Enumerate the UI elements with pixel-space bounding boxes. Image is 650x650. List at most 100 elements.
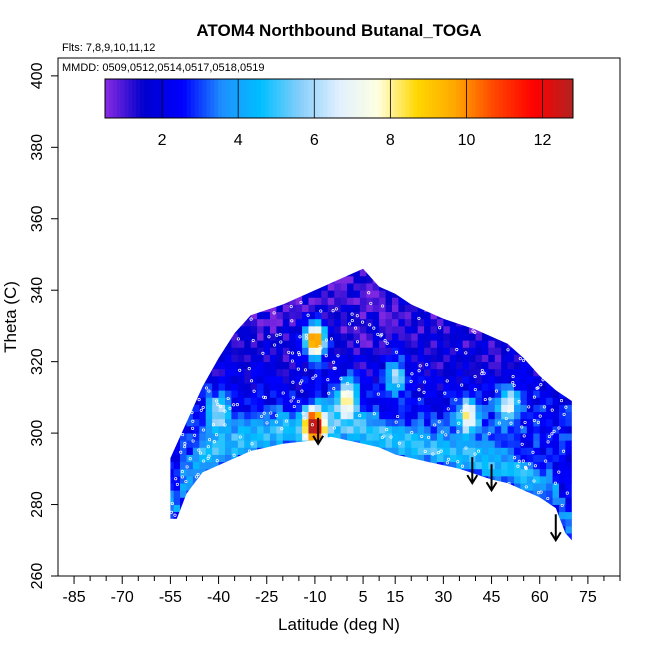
sample-point: [249, 317, 253, 321]
sample-point: [532, 479, 536, 483]
sample-point: [350, 319, 354, 323]
sample-point: [296, 399, 300, 404]
sample-point: [382, 434, 386, 438]
sample-point: [331, 309, 335, 313]
sample-point: [314, 374, 318, 378]
sample-point: [383, 339, 387, 343]
sample-point: [180, 475, 184, 479]
sample-point: [355, 314, 359, 318]
sample-point: [562, 412, 566, 416]
sample-point: [517, 459, 521, 463]
x-tick-label: -70: [111, 589, 134, 606]
sample-point: [560, 503, 564, 507]
sample-point: [518, 357, 522, 361]
sample-point: [263, 396, 268, 400]
sample-point: [170, 501, 174, 506]
sample-point: [173, 513, 177, 517]
sample-point: [464, 351, 468, 355]
x-tick-label: -10: [303, 589, 326, 606]
y-tick-label: 280: [29, 491, 46, 518]
x-tick-label: 15: [386, 589, 404, 606]
sample-point: [553, 481, 557, 485]
sample-point: [516, 464, 520, 468]
sample-point: [355, 340, 360, 344]
sample-point: [301, 411, 305, 415]
sample-point: [506, 348, 510, 352]
sample-point: [250, 442, 254, 446]
x-tick-label: 75: [579, 589, 597, 606]
sample-point: [206, 445, 210, 449]
sample-point: [223, 409, 227, 413]
sample-point: [562, 449, 566, 453]
sample-point: [456, 430, 460, 434]
sample-point: [350, 312, 354, 316]
sample-point: [278, 332, 282, 337]
sample-point: [183, 445, 187, 449]
sample-point: [372, 412, 376, 416]
sample-point: [252, 389, 256, 393]
x-axis: -85 -70 -55 -40 -25 -10 5 15 30 45 60 75: [62, 576, 621, 606]
sample-point: [511, 381, 515, 385]
sample-point: [536, 420, 540, 424]
sample-point: [289, 399, 293, 403]
x-tick-label: -25: [255, 589, 278, 606]
sample-point: [409, 379, 413, 383]
sample-point: [346, 389, 350, 393]
sample-point: [206, 456, 210, 460]
colorbar-tick-label: 8: [386, 132, 395, 149]
sample-point: [521, 358, 526, 363]
y-axis: 260 280 300 320 340 360 380 400: [29, 62, 58, 589]
sample-point: [273, 343, 277, 347]
sample-point: [443, 391, 447, 395]
sample-point: [473, 387, 477, 392]
sample-point: [289, 305, 293, 309]
sample-point: [522, 434, 526, 438]
sample-point: [175, 482, 179, 486]
sample-point: [504, 416, 508, 421]
sample-point: [334, 307, 338, 311]
sample-point: [250, 379, 254, 383]
sample-point: [520, 442, 524, 446]
sample-point: [535, 386, 539, 390]
sample-point: [201, 405, 205, 409]
sample-point: [183, 442, 187, 446]
sample-point: [215, 459, 219, 463]
sample-point: [438, 326, 442, 330]
sample-point: [480, 368, 484, 372]
sample-point: [190, 410, 194, 415]
sample-point: [303, 368, 308, 372]
sample-point: [324, 338, 329, 342]
sample-point: [396, 384, 400, 388]
sample-point: [202, 459, 206, 463]
sample-point: [298, 381, 302, 385]
colorbar-tick-label: 6: [310, 132, 319, 149]
colorbar: 2 4 6 8 10 12: [104, 78, 574, 149]
sample-point: [410, 372, 414, 376]
sample-point: [423, 449, 427, 454]
y-axis-label: Theta (C): [1, 281, 20, 353]
sample-point: [358, 414, 362, 418]
sample-point: [311, 376, 315, 380]
sample-point: [354, 326, 358, 330]
sample-point: [527, 405, 531, 409]
sample-point: [464, 446, 468, 450]
y-tick-label: 380: [29, 134, 46, 161]
sample-point: [287, 350, 291, 354]
sample-point: [184, 479, 188, 484]
sample-point: [460, 383, 464, 387]
sample-point: [212, 440, 216, 444]
sample-point: [433, 423, 437, 427]
sample-point: [216, 403, 220, 407]
sample-point: [280, 427, 284, 431]
x-axis-label: Latitude (deg N): [278, 615, 400, 634]
sample-point: [238, 368, 242, 372]
sample-point: [417, 397, 421, 401]
sample-point: [291, 380, 295, 384]
sample-point: [290, 319, 294, 323]
sample-point: [511, 375, 515, 379]
sample-point: [290, 351, 295, 355]
sample-point: [261, 351, 265, 355]
sample-point: [306, 313, 310, 317]
sample-point: [319, 309, 323, 313]
